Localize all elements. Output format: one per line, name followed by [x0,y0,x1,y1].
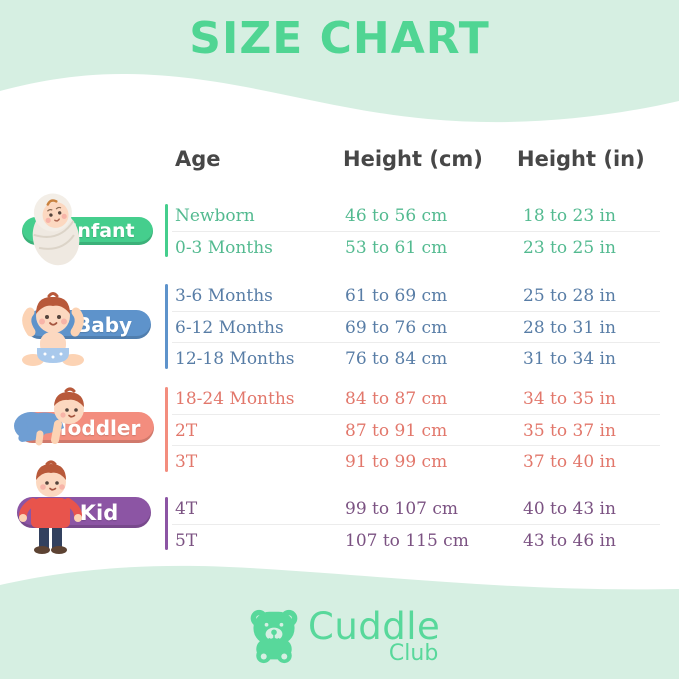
baby-illustration-icon [22,292,84,366]
table-row: 6-12 Months 69 to 76 cm 28 to 31 in [172,311,660,343]
age-cell: 6-12 Months [175,317,284,338]
column-header-age: Age [175,147,221,171]
height-in-cell: 31 to 34 in [523,348,616,369]
kid-illustration-icon [19,460,82,554]
table-row: Newborn 46 to 56 cm 18 to 23 in [172,200,660,231]
toddler-illustration-icon [14,387,84,446]
height-in-cell: 28 to 31 in [523,317,616,338]
height-cm-cell: 61 to 69 cm [345,285,448,306]
height-in-cell: 37 to 40 in [523,451,616,472]
table-row: 5T 107 to 115 cm 43 to 46 in [172,524,660,556]
height-cm-cell: 76 to 84 cm [345,348,448,369]
table-row: 2T 87 to 91 cm 35 to 37 in [172,414,660,446]
table-row: 3T 91 to 99 cm 37 to 40 in [172,445,660,477]
group-indicator-bar [165,497,168,551]
height-in-cell: 25 to 28 in [523,285,616,306]
height-cm-cell: 87 to 91 cm [345,420,448,441]
height-in-cell: 34 to 35 in [523,388,616,409]
category-pill-label: Kid [79,500,119,525]
height-cm-cell: 69 to 76 cm [345,317,448,338]
age-cell: 0-3 Months [175,237,273,258]
table-row: 4T 99 to 107 cm 40 to 43 in [172,493,660,524]
column-header-height-in: Height (in) [517,147,645,171]
height-in-cell: 23 to 25 in [523,237,616,258]
height-in-cell: 35 to 37 in [523,420,616,441]
age-cell: 3T [175,451,198,472]
infant-illustration-icon [32,193,80,266]
table-row: 12-18 Months 76 to 84 cm 31 to 34 in [172,342,660,374]
teddy-bear-icon [250,609,298,664]
age-cell: 3-6 Months [175,285,273,306]
age-cell: Newborn [175,205,255,226]
group-indicator-bar [165,387,168,472]
brand-name: Cuddle [308,605,441,648]
height-cm-cell: 91 to 99 cm [345,451,448,472]
height-cm-cell: 84 to 87 cm [345,388,448,409]
age-cell: 18-24 Months [175,388,295,409]
age-cell: 4T [175,498,198,519]
brand-subname: Club [388,641,439,666]
category-pill-label: Infant [70,220,135,242]
height-cm-cell: 46 to 56 cm [345,205,448,226]
height-in-cell: 43 to 46 in [523,530,616,551]
group-indicator-bar [165,204,168,258]
height-in-cell: 40 to 43 in [523,498,616,519]
age-cell: 12-18 Months [175,348,295,369]
height-cm-cell: 99 to 107 cm [345,498,458,519]
category-pill-label: Baby [75,312,133,337]
brand-logo: Cuddle Club [246,608,440,665]
age-cell: 5T [175,530,198,551]
table-row: 18-24 Months 84 to 87 cm 34 to 35 in [172,383,660,414]
page-title: SIZE CHART [189,13,490,64]
group-indicator-bar [165,284,168,369]
height-cm-cell: 53 to 61 cm [345,237,448,258]
column-header-height-cm: Height (cm) [343,147,483,171]
height-in-cell: 18 to 23 in [523,205,616,226]
age-cell: 2T [175,420,198,441]
table-row: 3-6 Months 61 to 69 cm 25 to 28 in [172,280,660,311]
table-row: 0-3 Months 53 to 61 cm 23 to 25 in [172,231,660,263]
height-cm-cell: 107 to 115 cm [345,530,469,551]
